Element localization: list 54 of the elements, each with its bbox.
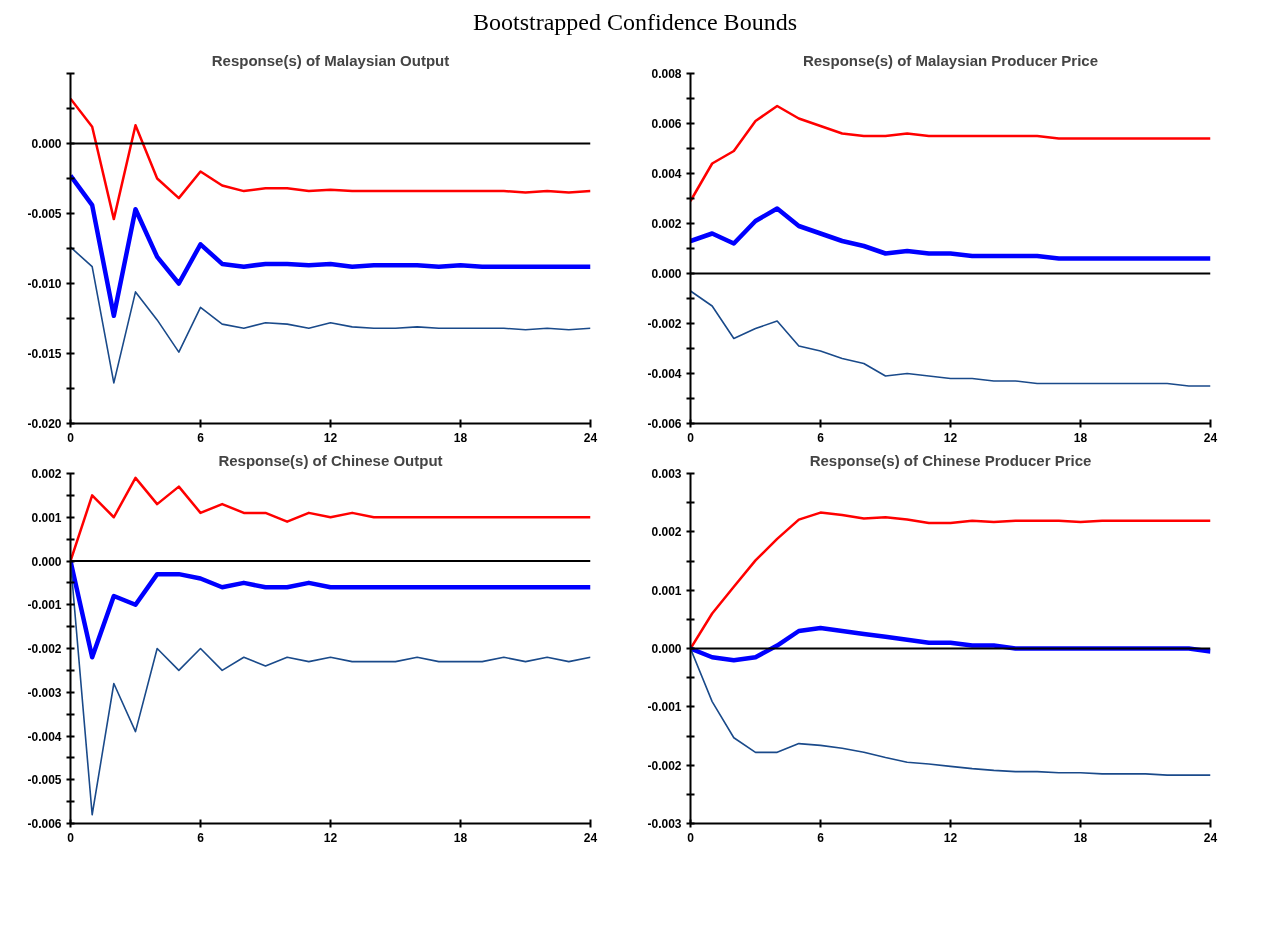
y-tick-label: 0.001 <box>31 511 62 526</box>
y-tick-label: -0.005 <box>27 207 62 222</box>
y-tick-label: -0.002 <box>647 317 682 332</box>
x-tick-label: 0 <box>67 430 75 445</box>
y-tick-label: -0.005 <box>27 773 62 788</box>
y-tick-label: -0.001 <box>647 700 682 715</box>
x-tick-label: 12 <box>943 830 958 845</box>
y-tick-label: 0.002 <box>651 525 682 540</box>
x-tick-label: 0 <box>687 830 695 845</box>
x-tick-label: 24 <box>1203 830 1218 845</box>
y-tick-label: 0.002 <box>31 467 62 482</box>
y-tick-label: -0.002 <box>647 758 682 773</box>
y-tick-label: 0.000 <box>651 267 682 282</box>
x-tick-label: 0 <box>67 830 75 845</box>
x-tick-label: 12 <box>323 830 338 845</box>
x-tick-label: 0 <box>687 430 695 445</box>
y-tick-label: -0.003 <box>27 686 62 701</box>
y-tick-label: -0.004 <box>647 367 682 382</box>
x-tick-label: 24 <box>583 430 598 445</box>
y-tick-label: -0.001 <box>27 598 62 613</box>
chart-title: Response(s) of Chinese Output <box>218 451 443 469</box>
x-tick-label: 18 <box>453 430 468 445</box>
y-tick-label: -0.006 <box>27 817 62 832</box>
y-tick-label: -0.003 <box>647 817 682 832</box>
text: Bootstrapped Confidence Bounds <box>473 8 797 37</box>
x-tick-label: 6 <box>817 830 825 845</box>
x-tick-label: 6 <box>197 830 205 845</box>
x-tick-label: 18 <box>453 830 468 845</box>
y-tick-label: -0.015 <box>27 347 62 362</box>
y-tick-label: -0.010 <box>27 277 62 292</box>
y-tick-label: 0.000 <box>651 642 682 657</box>
chart-title: Response(s) of Malaysian Output <box>211 51 450 69</box>
y-tick-label: 0.000 <box>31 554 62 569</box>
x-tick-label: 24 <box>583 830 598 845</box>
y-tick-label: 0.003 <box>651 467 682 482</box>
y-tick-label: 0.006 <box>651 117 682 132</box>
x-tick-label: 12 <box>943 430 958 445</box>
y-tick-label: 0.004 <box>651 167 682 182</box>
chart-title: Response(s) of Chinese Producer Price <box>809 451 1092 469</box>
x-tick-label: 18 <box>1073 430 1088 445</box>
x-tick-label: 12 <box>323 430 338 445</box>
x-tick-label: 6 <box>197 430 205 445</box>
x-tick-label: 18 <box>1073 830 1088 845</box>
y-tick-label: 0.000 <box>31 137 62 152</box>
y-tick-label: 0.001 <box>651 583 682 598</box>
y-tick-label: 0.008 <box>651 67 682 82</box>
x-tick-label: 6 <box>817 430 825 445</box>
y-tick-label: -0.006 <box>647 417 682 432</box>
y-tick-label: -0.004 <box>27 729 62 744</box>
chart-title: Response(s) of Malaysian Producer Price <box>802 51 1099 69</box>
y-tick-label: 0.002 <box>651 217 682 232</box>
y-tick-label: -0.020 <box>27 417 62 432</box>
x-tick-label: 24 <box>1203 430 1218 445</box>
y-tick-label: -0.002 <box>27 642 62 657</box>
